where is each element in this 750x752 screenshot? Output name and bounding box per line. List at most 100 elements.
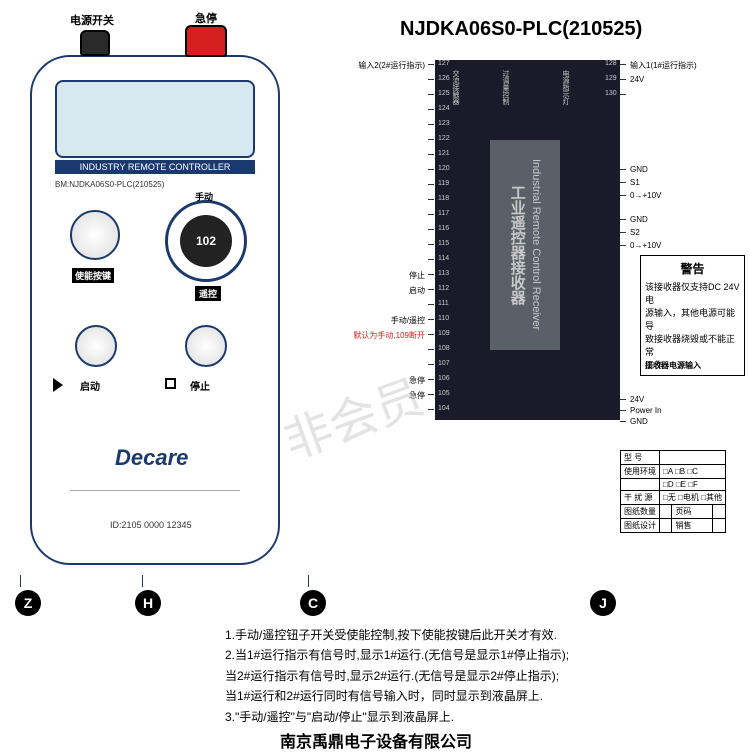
stop-label: 停止 xyxy=(190,378,210,393)
note-2: 2.当1#运行指示有信号时,显示1#运行.(无信号是显示1#停止指示); xyxy=(225,645,725,665)
note-2b: 当2#运行指示有信号时,显示2#运行.(无信号是显示2#停止指示); xyxy=(225,666,725,686)
left-pin-118: 118 xyxy=(438,195,449,202)
estop-button[interactable] xyxy=(185,25,227,57)
left-pin-104: 104 xyxy=(438,405,450,412)
letter-z: Z xyxy=(15,590,41,616)
spec-cell-2-0 xyxy=(621,479,660,491)
letter-c: C xyxy=(300,590,326,616)
spec-cell-4-1 xyxy=(660,505,672,519)
spec-cell-3-0: 干 扰 源 xyxy=(621,491,660,505)
right-pin-label-6: GND xyxy=(630,215,648,224)
start-label: 启动 xyxy=(80,378,100,393)
lcd-band: INDUSTRY REMOTE CONTROLLER xyxy=(55,160,255,174)
left-pin-115: 115 xyxy=(438,240,449,247)
left-pin-label-21: 急停 xyxy=(340,375,425,386)
device-id: ID:2105 0000 12345 xyxy=(110,520,192,530)
left-pin-label-17: 手动/遥控 xyxy=(340,315,425,326)
stop-icon xyxy=(165,378,176,389)
spec-cell-4-3 xyxy=(713,505,726,519)
left-pin-label-22: 急停 xyxy=(340,390,425,401)
right-pin-label-0: 输入1(1#运行指示) xyxy=(630,60,697,71)
divider xyxy=(70,490,240,491)
main-title: NJDKA06S0-PLC(210525) xyxy=(400,18,642,41)
left-pin-123: 123 xyxy=(438,120,450,127)
left-pin-105: 105 xyxy=(438,390,450,397)
power-label: 电源开关 xyxy=(70,12,114,28)
letter-j: J xyxy=(590,590,616,616)
right-pin-label-8: 0→+10V xyxy=(630,241,661,250)
left-pin-114: 114 xyxy=(438,255,449,262)
spec-cell-1-0: 使用环境 xyxy=(621,465,660,479)
footer-company: 南京禹鼎电子设备有限公司 xyxy=(280,728,472,752)
spec-cell-4-0: 图纸数量 xyxy=(621,505,660,519)
spec-cell-5-0: 图纸设计 xyxy=(621,519,660,533)
spec-table: 型 号使用环境□A □B □C□D □E □F干 扰 源□无 □电机 □其他图纸… xyxy=(620,450,726,533)
spec-cell-4-2: 页码 xyxy=(672,505,713,519)
left-pin-112: 112 xyxy=(438,285,449,292)
knob-bottom-label: 遥控 xyxy=(195,286,221,301)
left-pin-127: 127 xyxy=(438,60,450,67)
left-pin-126: 126 xyxy=(438,75,450,82)
estop-label: 急停 xyxy=(195,10,217,26)
left-pin-106: 106 xyxy=(438,375,450,382)
notes-block: 1.手动/遥控钮子开关受使能控制,按下使能按键后此开关才有效. 2.当1#运行指… xyxy=(225,625,725,727)
plc-top-label-2: 过调量控制 xyxy=(500,70,510,105)
warn-line-2: 致接收器烧毁或不能正常 xyxy=(645,332,740,358)
mode-knob[interactable]: 102 xyxy=(180,215,232,267)
left-pin-107: 107 xyxy=(438,360,450,367)
enable-label: 使能按键 xyxy=(72,268,114,283)
power-switch-button[interactable] xyxy=(80,30,110,56)
plc-inner-text: Industrial Remote Control Receiver 工业遥控器… xyxy=(507,159,543,330)
right-pin-label-11: GND xyxy=(630,417,648,426)
warn-line-0: 该接收器仅支持DC 24V电 xyxy=(645,280,740,306)
enable-button[interactable] xyxy=(70,210,120,260)
right-pin-label-3: GND xyxy=(630,165,648,174)
left-pin-109: 109 xyxy=(438,330,450,337)
knob-top-label: 手动 xyxy=(195,190,213,203)
left-pin-121: 121 xyxy=(438,150,450,157)
left-pin-label-18: 默认为手动,109断开 xyxy=(310,330,425,341)
right-pin-label-9: 24V xyxy=(630,395,644,404)
spec-cell-5-2: 销售 xyxy=(672,519,713,533)
spec-cell-1-1: □A □B □C xyxy=(660,465,726,479)
warning-box: 警告 该接收器仅支持DC 24V电 源输入，其他电源可能导 致接收器烧毁或不能正… xyxy=(640,255,745,376)
left-pin-108: 108 xyxy=(438,345,450,352)
note-1: 1.手动/遥控钮子开关受使能控制,按下使能按键后此开关才有效. xyxy=(225,625,725,645)
left-pin-111: 111 xyxy=(438,300,449,307)
plc-inner-label: Industrial Remote Control Receiver 工业遥控器… xyxy=(490,140,560,350)
right-pin-label-10: Power In xyxy=(630,406,662,415)
left-pin-label-15: 启动 xyxy=(340,285,425,296)
start-button[interactable] xyxy=(75,325,117,367)
warning-title: 警告 xyxy=(645,260,740,277)
left-pin-116: 116 xyxy=(438,225,449,232)
warning-footer: 接收器电源输入 xyxy=(645,360,701,371)
brand-logo: Decare xyxy=(115,445,188,471)
left-pin-120: 120 xyxy=(438,165,450,172)
lcd-screen xyxy=(55,80,255,158)
right-pin-label-5: 0→+10V xyxy=(630,191,661,200)
left-pin-label-0: 输入2(2#运行指示) xyxy=(340,60,425,71)
spec-cell-5-1 xyxy=(660,519,672,533)
spec-cell-5-3 xyxy=(713,519,726,533)
plc-top-label-1: 交流接触器 xyxy=(450,70,460,105)
model-text: BM:NJDKA06S0-PLC(210525) xyxy=(55,180,164,189)
spec-cell-3-1: □无 □电机 □其他 xyxy=(660,491,726,505)
left-pin-110: 110 xyxy=(438,315,449,322)
spec-cell-0-0: 型 号 xyxy=(621,451,660,465)
left-pin-119: 119 xyxy=(438,180,449,187)
spec-cell-2-1: □D □E □F xyxy=(660,479,726,491)
warn-line-1: 源输入，其他电源可能导 xyxy=(645,306,740,332)
left-pin-124: 124 xyxy=(438,105,450,112)
right-pin-label-4: S1 xyxy=(630,178,640,187)
stop-button[interactable] xyxy=(185,325,227,367)
left-pin-122: 122 xyxy=(438,135,450,142)
plc-top-label-3: 电源指示灯 xyxy=(560,70,570,105)
right-pin-label-7: S2 xyxy=(630,228,640,237)
left-pin-125: 125 xyxy=(438,90,450,97)
left-pin-113: 113 xyxy=(438,270,449,277)
note-3: 3."手动/遥控"与"启动/停止"显示到液晶屏上. xyxy=(225,707,725,727)
letter-h: H xyxy=(135,590,161,616)
play-icon xyxy=(53,378,63,392)
left-pin-label-14: 停止 xyxy=(340,270,425,281)
spec-cell-0-1 xyxy=(660,451,726,465)
